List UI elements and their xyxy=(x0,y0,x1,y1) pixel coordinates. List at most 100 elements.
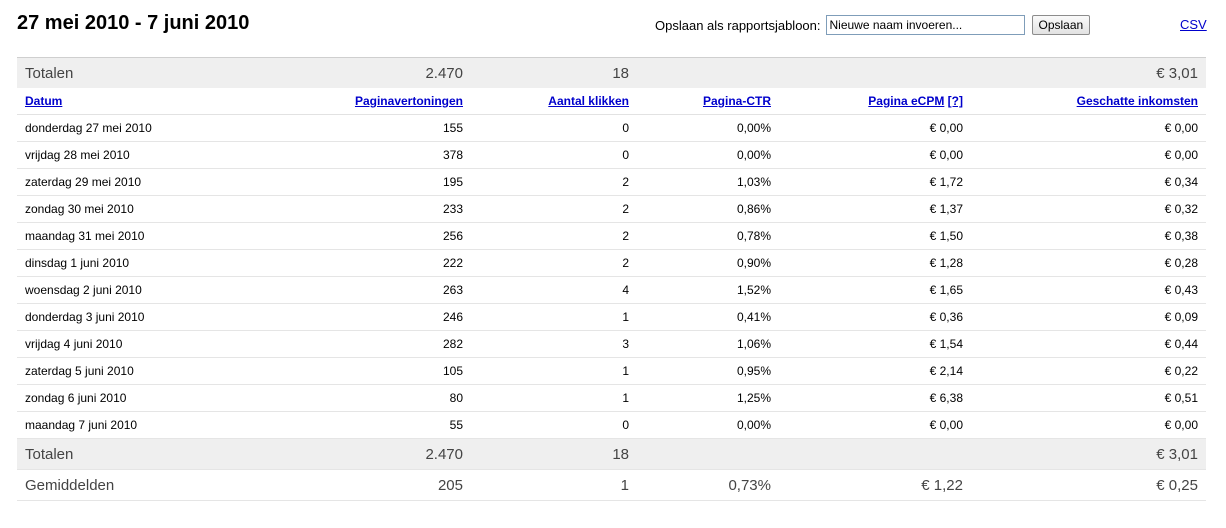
cell-ctr: 1,25% xyxy=(637,384,779,412)
column-header-views: Paginavertoningen xyxy=(222,88,471,115)
cell-date: vrijdag 28 mei 2010 xyxy=(17,141,222,169)
cell-date: maandag 7 juni 2010 xyxy=(17,411,222,439)
cell-date: donderdag 3 juni 2010 xyxy=(17,303,222,331)
save-button[interactable]: Opslaan xyxy=(1031,15,1091,35)
table-row: zondag 30 mei 2010 233 2 0,86% € 1,37 € … xyxy=(17,195,1206,223)
column-header-date: Datum xyxy=(17,88,222,115)
totals-row-top: Totalen 2.470 18 € 3,01 xyxy=(17,57,1206,88)
cell-ecpm: € 0,00 xyxy=(779,411,971,439)
cell-clicks: 0 xyxy=(471,114,637,142)
cell-ecpm: € 1,28 xyxy=(779,249,971,277)
cell-earnings: € 0,44 xyxy=(971,330,1206,358)
cell-views: 222 xyxy=(222,249,471,277)
column-header-ecpm: Pagina eCPM [?] xyxy=(779,88,971,115)
totals-label: Totalen xyxy=(17,438,222,470)
sort-by-views-link[interactable]: Paginavertoningen xyxy=(354,94,463,108)
cell-ecpm: € 1,37 xyxy=(779,195,971,223)
table-row: donderdag 3 juni 2010 246 1 0,41% € 0,36… xyxy=(17,303,1206,331)
template-name-input[interactable] xyxy=(825,15,1025,35)
cell-earnings: € 0,38 xyxy=(971,222,1206,250)
cell-ctr: 0,86% xyxy=(637,195,779,223)
totals-ctr xyxy=(637,438,779,470)
column-header-earnings: Geschatte inkomsten xyxy=(971,88,1206,115)
ecpm-help-link[interactable]: [?] xyxy=(947,94,963,108)
cell-views: 246 xyxy=(222,303,471,331)
cell-date: zondag 6 juni 2010 xyxy=(17,384,222,412)
cell-earnings: € 0,00 xyxy=(971,114,1206,142)
cell-earnings: € 0,43 xyxy=(971,276,1206,304)
totals-earnings: € 3,01 xyxy=(971,438,1206,470)
cell-date: donderdag 27 mei 2010 xyxy=(17,114,222,142)
totals-views: 2.470 xyxy=(222,57,471,88)
cell-clicks: 0 xyxy=(471,141,637,169)
csv-export-link[interactable]: CSV xyxy=(1180,17,1207,32)
cell-date: woensdag 2 juni 2010 xyxy=(17,276,222,304)
cell-views: 80 xyxy=(222,384,471,412)
table-row: zaterdag 5 juni 2010 105 1 0,95% € 2,14 … xyxy=(17,357,1206,385)
cell-clicks: 1 xyxy=(471,303,637,331)
sort-by-earnings-link[interactable]: Geschatte inkomsten xyxy=(1076,94,1198,108)
averages-ecpm: € 1,22 xyxy=(779,469,971,501)
cell-earnings: € 0,22 xyxy=(971,357,1206,385)
sort-by-ctr-link[interactable]: Pagina-CTR xyxy=(702,94,771,108)
cell-views: 378 xyxy=(222,141,471,169)
totals-label: Totalen xyxy=(17,57,222,88)
column-header-clicks: Aantal klikken xyxy=(471,88,637,115)
report-table: Totalen 2.470 18 € 3,01 Datum Paginavert… xyxy=(17,57,1206,501)
cell-earnings: € 0,00 xyxy=(971,141,1206,169)
cell-date: zaterdag 29 mei 2010 xyxy=(17,168,222,196)
cell-earnings: € 0,32 xyxy=(971,195,1206,223)
cell-earnings: € 0,00 xyxy=(971,411,1206,439)
cell-views: 263 xyxy=(222,276,471,304)
cell-clicks: 3 xyxy=(471,330,637,358)
cell-earnings: € 0,34 xyxy=(971,168,1206,196)
averages-ctr: 0,73% xyxy=(637,469,779,501)
totals-row-bottom: Totalen 2.470 18 € 3,01 xyxy=(17,438,1206,470)
cell-ecpm: € 0,00 xyxy=(779,141,971,169)
totals-earnings: € 3,01 xyxy=(971,57,1206,88)
cell-clicks: 1 xyxy=(471,357,637,385)
column-header-ctr: Pagina-CTR xyxy=(637,88,779,115)
page-title: 27 mei 2010 - 7 juni 2010 xyxy=(17,12,250,34)
cell-views: 195 xyxy=(222,168,471,196)
cell-ctr: 1,06% xyxy=(637,330,779,358)
cell-ctr: 0,00% xyxy=(637,411,779,439)
cell-ecpm: € 6,38 xyxy=(779,384,971,412)
cell-earnings: € 0,28 xyxy=(971,249,1206,277)
totals-views: 2.470 xyxy=(222,438,471,470)
cell-clicks: 2 xyxy=(471,222,637,250)
totals-ecpm xyxy=(779,438,971,470)
cell-ecpm: € 1,72 xyxy=(779,168,971,196)
cell-ctr: 1,03% xyxy=(637,168,779,196)
cell-views: 233 xyxy=(222,195,471,223)
cell-date: zaterdag 5 juni 2010 xyxy=(17,357,222,385)
cell-ecpm: € 1,65 xyxy=(779,276,971,304)
cell-date: zondag 30 mei 2010 xyxy=(17,195,222,223)
cell-date: dinsdag 1 juni 2010 xyxy=(17,249,222,277)
cell-date: maandag 31 mei 2010 xyxy=(17,222,222,250)
save-template-label: Opslaan als rapportsjabloon: xyxy=(655,17,821,33)
table-row: maandag 7 juni 2010 55 0 0,00% € 0,00 € … xyxy=(17,411,1206,439)
cell-views: 55 xyxy=(222,411,471,439)
table-header-row: Datum Paginavertoningen Aantal klikken P… xyxy=(17,88,1206,115)
cell-ctr: 0,78% xyxy=(637,222,779,250)
table-row: woensdag 2 juni 2010 263 4 1,52% € 1,65 … xyxy=(17,276,1206,304)
cell-views: 282 xyxy=(222,330,471,358)
cell-clicks: 4 xyxy=(471,276,637,304)
cell-ctr: 0,41% xyxy=(637,303,779,331)
cell-clicks: 2 xyxy=(471,168,637,196)
averages-views: 205 xyxy=(222,469,471,501)
cell-clicks: 2 xyxy=(471,195,637,223)
cell-ecpm: € 1,54 xyxy=(779,330,971,358)
cell-clicks: 1 xyxy=(471,384,637,412)
table-row: donderdag 27 mei 2010 155 0 0,00% € 0,00… xyxy=(17,114,1206,142)
sort-by-date-link[interactable]: Datum xyxy=(25,94,63,108)
cell-earnings: € 0,09 xyxy=(971,303,1206,331)
sort-by-ecpm-link[interactable]: Pagina eCPM xyxy=(868,94,945,108)
cell-ctr: 1,52% xyxy=(637,276,779,304)
averages-earnings: € 0,25 xyxy=(971,469,1206,501)
sort-by-clicks-link[interactable]: Aantal klikken xyxy=(548,94,629,108)
cell-views: 105 xyxy=(222,357,471,385)
totals-ecpm xyxy=(779,57,971,88)
table-row: vrijdag 28 mei 2010 378 0 0,00% € 0,00 €… xyxy=(17,141,1206,169)
